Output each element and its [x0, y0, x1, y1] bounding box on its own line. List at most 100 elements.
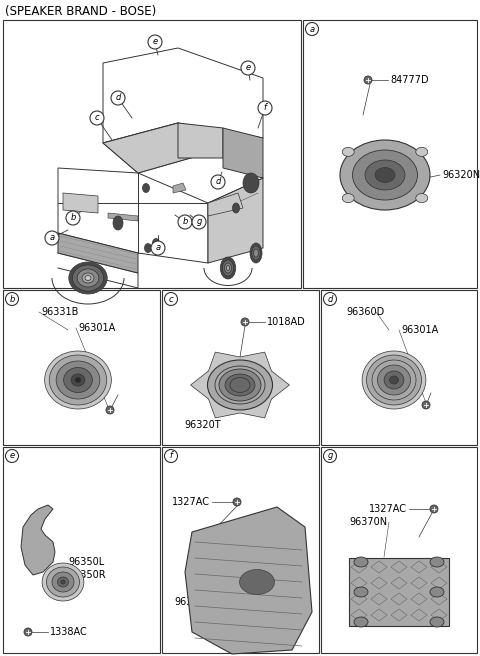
Circle shape [24, 628, 32, 636]
Text: g: g [327, 451, 333, 461]
Ellipse shape [225, 374, 255, 396]
Text: a: a [310, 24, 314, 33]
Bar [303, 20, 477, 288]
Circle shape [324, 449, 336, 462]
Polygon shape [208, 193, 243, 216]
Ellipse shape [153, 239, 159, 247]
Ellipse shape [372, 360, 416, 400]
Text: c: c [168, 295, 173, 304]
Text: c: c [95, 113, 99, 123]
Ellipse shape [225, 263, 231, 273]
Circle shape [364, 76, 372, 84]
Ellipse shape [219, 369, 261, 401]
Polygon shape [178, 123, 223, 158]
Text: 1327AC: 1327AC [369, 504, 407, 514]
Text: 96301A: 96301A [78, 323, 115, 333]
Ellipse shape [52, 572, 74, 592]
Text: 1327AC: 1327AC [172, 497, 210, 507]
Text: b: b [70, 213, 76, 222]
Ellipse shape [69, 262, 107, 294]
Ellipse shape [354, 587, 368, 597]
Circle shape [148, 35, 162, 49]
Ellipse shape [250, 243, 262, 263]
Bar [321, 290, 477, 445]
Text: 96350R: 96350R [68, 570, 106, 580]
Text: d: d [216, 178, 221, 186]
Text: 96331B: 96331B [41, 307, 78, 317]
Circle shape [111, 91, 125, 105]
Ellipse shape [230, 377, 250, 392]
Circle shape [165, 449, 178, 462]
Circle shape [165, 293, 178, 306]
Ellipse shape [144, 243, 152, 253]
Polygon shape [103, 123, 208, 173]
Circle shape [106, 406, 114, 414]
Ellipse shape [342, 148, 354, 156]
Ellipse shape [240, 569, 275, 594]
Circle shape [305, 22, 319, 35]
Text: 96370N: 96370N [349, 517, 387, 527]
Ellipse shape [243, 173, 259, 193]
Text: 84777D: 84777D [390, 75, 429, 85]
Circle shape [5, 449, 19, 462]
Polygon shape [103, 48, 263, 143]
Ellipse shape [207, 360, 273, 410]
Text: 96320N: 96320N [442, 170, 480, 180]
Circle shape [258, 101, 272, 115]
Ellipse shape [232, 203, 240, 213]
Ellipse shape [226, 266, 230, 270]
Circle shape [90, 111, 104, 125]
Ellipse shape [58, 577, 69, 587]
Polygon shape [63, 193, 98, 213]
Circle shape [233, 498, 241, 506]
Ellipse shape [430, 617, 444, 627]
Text: e: e [10, 451, 14, 461]
Circle shape [151, 241, 165, 255]
Circle shape [178, 215, 192, 229]
Circle shape [422, 401, 430, 409]
Circle shape [241, 61, 255, 75]
Circle shape [192, 215, 206, 229]
Bar [162, 447, 319, 653]
Circle shape [5, 293, 19, 306]
Text: 96320T: 96320T [184, 420, 221, 430]
Circle shape [66, 211, 80, 225]
Ellipse shape [47, 567, 80, 597]
Text: b: b [182, 218, 188, 226]
Ellipse shape [77, 269, 99, 287]
Text: e: e [245, 64, 251, 73]
Polygon shape [191, 352, 289, 418]
Ellipse shape [430, 557, 444, 567]
Ellipse shape [416, 148, 428, 156]
Ellipse shape [222, 260, 234, 276]
Bar [321, 447, 477, 653]
Ellipse shape [85, 276, 91, 281]
Ellipse shape [362, 351, 426, 409]
Circle shape [324, 293, 336, 306]
Text: f: f [264, 104, 266, 112]
Text: (SPEAKER BRAND - BOSE): (SPEAKER BRAND - BOSE) [5, 5, 156, 18]
Text: f: f [169, 451, 172, 461]
Polygon shape [173, 183, 186, 193]
Polygon shape [208, 178, 263, 263]
Circle shape [45, 231, 59, 245]
Bar [3, 447, 160, 653]
Ellipse shape [430, 587, 444, 597]
Bar [3, 20, 301, 288]
Bar [162, 290, 319, 445]
Ellipse shape [72, 265, 104, 291]
Circle shape [430, 505, 438, 513]
Circle shape [211, 175, 225, 189]
Ellipse shape [113, 216, 123, 230]
Ellipse shape [215, 366, 265, 404]
Ellipse shape [75, 377, 81, 382]
Text: d: d [327, 295, 333, 304]
Ellipse shape [42, 563, 84, 601]
Polygon shape [108, 213, 138, 221]
Ellipse shape [45, 351, 111, 409]
Ellipse shape [220, 257, 236, 279]
Ellipse shape [354, 557, 368, 567]
Ellipse shape [340, 140, 430, 210]
Text: d: d [115, 94, 120, 102]
Text: a: a [49, 234, 55, 243]
